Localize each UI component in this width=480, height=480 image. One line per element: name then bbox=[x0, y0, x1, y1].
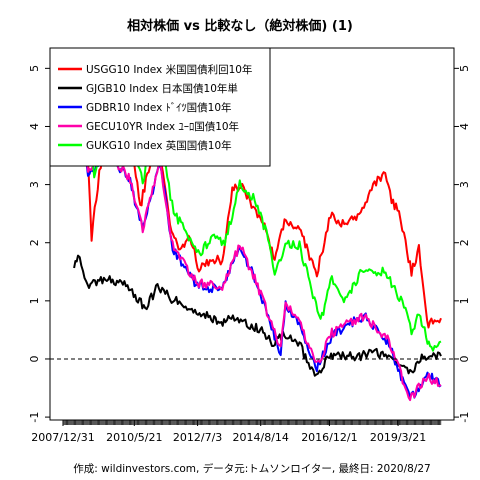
y-tick-label-right: 5 bbox=[458, 65, 471, 72]
legend: USGG10 Index 米国国債利回10年 GJGB10 Index 日本国債1… bbox=[49, 47, 271, 167]
y-tick-label-right: 4 bbox=[458, 123, 471, 130]
y-tick-label-right: 3 bbox=[458, 181, 471, 188]
legend-label-1: GJGB10 Index 日本国債10年単 bbox=[86, 82, 238, 95]
legend-label-4: GUKG10 Index 英国国債10年 bbox=[86, 139, 232, 152]
legend-label-0: USGG10 Index 米国国債利回10年 bbox=[86, 63, 252, 76]
series-line-0 bbox=[73, 71, 442, 329]
series-line-3 bbox=[73, 85, 442, 402]
x-tick-label: 2012/7/3 bbox=[173, 431, 222, 444]
y-tick-label-left: 5 bbox=[28, 65, 41, 72]
chart-caption: 作成: wildinvestors.com, データ元:トムソンロイター, 最終… bbox=[73, 462, 430, 475]
y-tick-label-left: 0 bbox=[28, 355, 41, 362]
x-tick-label: 2007/12/31 bbox=[31, 431, 94, 444]
y-tick-label-left: 3 bbox=[28, 181, 41, 188]
y-axis-left: -1 0 1 2 3 4 5 bbox=[28, 65, 50, 423]
y-tick-label-left: -1 bbox=[28, 412, 41, 423]
series-line-1 bbox=[73, 254, 442, 377]
y-axis-right: -1 0 1 2 3 4 5 bbox=[454, 65, 471, 423]
legend-box bbox=[49, 47, 271, 167]
x-tick-label: 2010/5/21 bbox=[106, 431, 162, 444]
y-tick-label-right: 1 bbox=[458, 297, 471, 304]
legend-label-3: GECU10YR Index ﾕｰﾛ国債10年 bbox=[86, 120, 239, 133]
y-tick-label-left: 1 bbox=[28, 297, 41, 304]
y-tick-label-right: -1 bbox=[458, 412, 471, 423]
legend-label-2: GDBR10 Index ﾄﾞｲﾂ国債10年 bbox=[86, 101, 232, 114]
y-tick-label-left: 4 bbox=[28, 123, 41, 130]
y-tick-label-left: 2 bbox=[28, 239, 41, 246]
x-tick-label: 2014/8/14 bbox=[233, 431, 289, 444]
x-axis: 2007/12/31 2010/5/21 2012/7/3 2014/8/14 2016… bbox=[31, 420, 442, 444]
chart-title: 相対株価 vs 比較なし（絶対株価) (1) bbox=[127, 18, 353, 34]
series-lines bbox=[73, 66, 442, 402]
x-tick-label: 2016/12/1 bbox=[301, 431, 357, 444]
y-tick-label-right: 2 bbox=[458, 239, 471, 246]
x-tick-label: 2019/3/21 bbox=[370, 431, 426, 444]
y-tick-label-right: 0 bbox=[458, 355, 471, 362]
